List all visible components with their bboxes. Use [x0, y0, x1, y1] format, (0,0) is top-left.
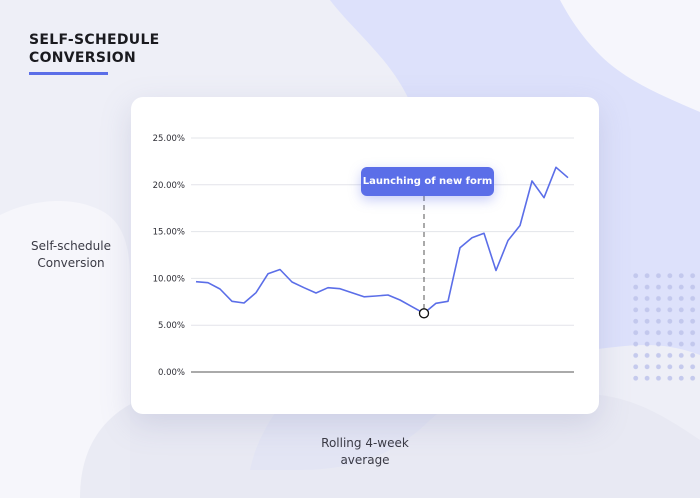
- gridlines: [191, 137, 574, 326]
- x-caption-line-1: Rolling 4-week: [321, 436, 409, 450]
- y-axis-ticks: 0.00% 5.00% 10.00% 15.00% 20.00% 25.00%: [153, 134, 185, 378]
- x-caption-line-2: average: [340, 453, 390, 467]
- title-underline: [29, 72, 108, 75]
- title-line-2: CONVERSION: [29, 50, 136, 66]
- y-tick-label: 5.00%: [158, 321, 185, 331]
- y-tick-label: 0.00%: [158, 368, 185, 378]
- series-line: [195, 166, 569, 315]
- chart-card: [131, 97, 599, 414]
- y-tick-label: 10.00%: [153, 274, 185, 284]
- title-line-1: SELF-SCHEDULE: [29, 32, 160, 48]
- y-tick-label: 15.00%: [153, 228, 185, 238]
- annotation-tooltip: Launching of new form: [361, 167, 494, 196]
- y-caption-line-1: Self-schedule: [30, 239, 111, 253]
- page-title: SELF-SCHEDULE CONVERSION: [29, 31, 160, 67]
- y-axis-caption: Self-schedule Conversion: [16, 238, 126, 272]
- y-tick-label: 25.00%: [153, 134, 185, 144]
- x-axis-caption: Rolling 4-week average: [290, 435, 440, 469]
- y-caption-line-2: Conversion: [37, 256, 105, 270]
- annotation-point-marker[interactable]: [418, 308, 430, 319]
- y-tick-label: 20.00%: [153, 181, 185, 191]
